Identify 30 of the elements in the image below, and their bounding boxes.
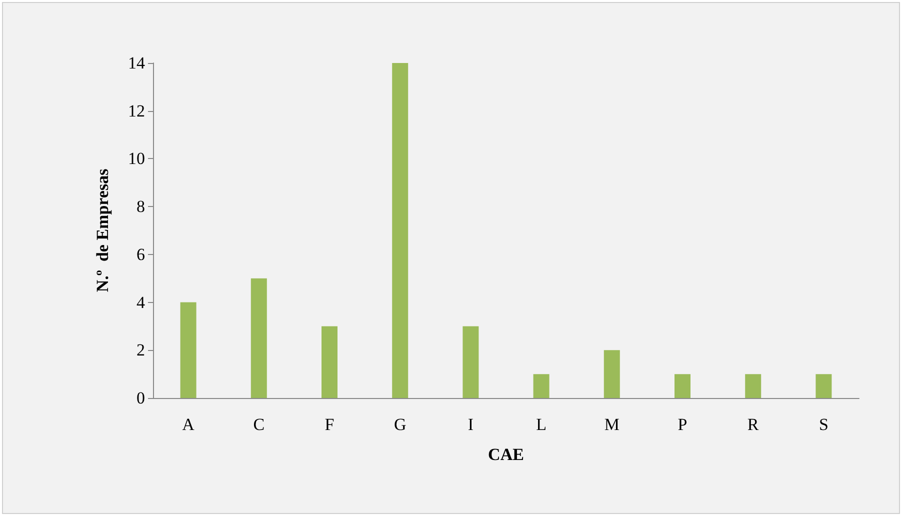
bar [604, 350, 620, 398]
x-tick-label: G [394, 415, 406, 434]
x-tick-label: R [747, 415, 760, 434]
x-tick-label: F [324, 415, 334, 434]
y-tick-label: 4 [136, 292, 146, 312]
y-tick-label: 2 [136, 340, 145, 360]
x-tick-label: M [604, 415, 620, 434]
bar [816, 374, 832, 398]
bar [322, 326, 338, 398]
bar [745, 374, 762, 398]
y-axis-title: N.º de Empresas [93, 168, 112, 292]
y-tick-label: 0 [136, 388, 145, 408]
bar [250, 278, 267, 398]
y-tick-label: 6 [136, 244, 145, 264]
x-tick-label: L [536, 415, 546, 434]
y-tick-label: 8 [136, 197, 145, 216]
x-tick-label: P [678, 415, 688, 434]
y-tick-label: 12 [128, 101, 145, 120]
bar [674, 374, 690, 398]
x-tick-label: S [818, 415, 828, 434]
bar [462, 326, 479, 398]
bar [533, 374, 550, 398]
bar [392, 63, 408, 398]
x-tick-label: C [253, 415, 265, 434]
bar [180, 302, 196, 398]
y-tick-label: 14 [128, 54, 146, 72]
y-tick-label: 10 [128, 149, 145, 168]
x-tick-label: A [182, 415, 196, 434]
x-axis-title: CAE [488, 445, 524, 464]
x-tick-label: I [468, 415, 474, 434]
